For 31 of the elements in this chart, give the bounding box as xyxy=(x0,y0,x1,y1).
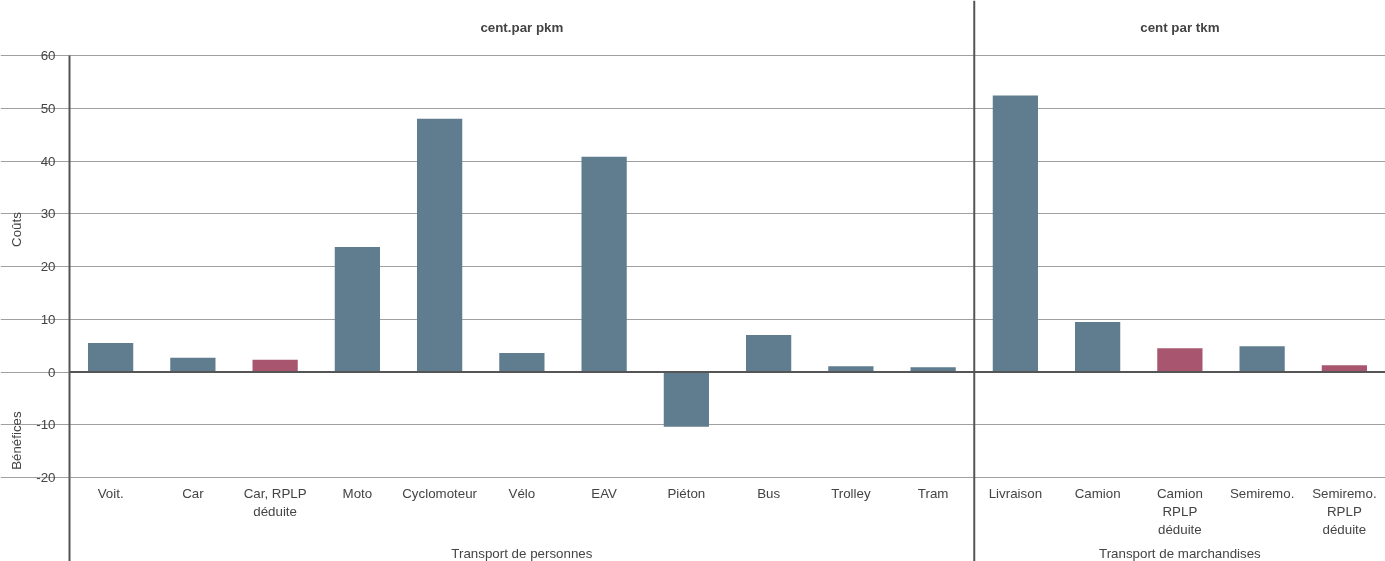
x-tick-label: EAV xyxy=(591,485,618,501)
x-tick-label: Trolley xyxy=(831,485,871,501)
x-tick-label: Semiremo. xyxy=(1229,485,1295,501)
x-tick-label: Livraison xyxy=(988,485,1043,501)
y-tick-label: -20 xyxy=(36,470,56,485)
annotation: Bénéfices xyxy=(9,410,24,470)
x-tick-label: Cyclomoteur xyxy=(402,485,478,501)
x-tick-label: Piéton xyxy=(667,485,706,501)
text: cent par tkm xyxy=(1140,20,1220,35)
y-tick-label: 10 xyxy=(40,311,56,327)
x-tick-label: Camion RPLP déduite xyxy=(1156,485,1203,537)
text: Transport de personnes xyxy=(451,545,593,561)
x-tick-label: Vélo xyxy=(508,485,536,501)
y-axis-title: Coûts xyxy=(9,211,24,247)
text: Transport de marchandises xyxy=(1099,545,1262,561)
y-tick-label: 30 xyxy=(40,206,56,222)
x-tick-label: Tram xyxy=(917,485,949,501)
y-tick-label: 40 xyxy=(40,153,56,169)
y-tick-label: 0 xyxy=(48,364,56,380)
y-tick-label: 60 xyxy=(40,48,56,63)
x-tick-label: Camion xyxy=(1074,485,1121,501)
y-tick-label: 20 xyxy=(40,259,56,274)
text: cent.par pkm xyxy=(480,20,564,35)
x-tick-label: Bus xyxy=(757,485,781,501)
y-tick-label: -10 xyxy=(36,417,56,433)
x-tick-label: Moto xyxy=(342,485,373,501)
x-tick-label: Voit. xyxy=(97,485,124,501)
x-tick-label: Car xyxy=(182,485,205,501)
y-tick-label: 50 xyxy=(40,100,56,116)
x-tick-label: Semiremo. RPLP déduite xyxy=(1312,485,1377,537)
x-tick-label: Car, RPLP déduite xyxy=(243,485,307,519)
